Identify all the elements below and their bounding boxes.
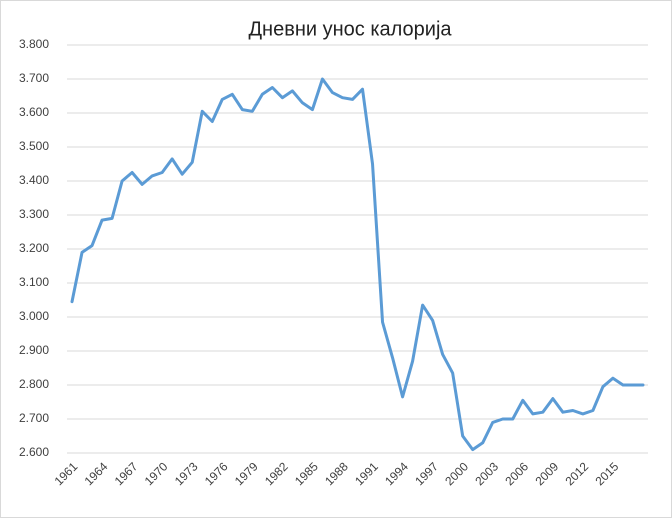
y-tick-label: 3.700	[19, 71, 49, 85]
y-tick-label: 3.800	[19, 37, 49, 51]
y-tick-label: 2.800	[19, 377, 49, 391]
y-tick-label: 2.900	[19, 343, 49, 357]
y-tick-label: 2.700	[19, 411, 49, 425]
y-tick-label: 2.600	[19, 445, 49, 459]
y-tick-label: 3.400	[19, 173, 49, 187]
y-tick-label: 3.300	[19, 207, 49, 221]
data-line	[70, 77, 645, 452]
y-tick-label: 3.500	[19, 139, 49, 153]
y-tick-label: 3.200	[19, 241, 49, 255]
y-tick-label: 3.000	[19, 309, 49, 323]
y-tick-label: 3.100	[19, 275, 49, 289]
chart-title: Дневни унос калорија	[248, 18, 452, 40]
y-tick-label: 3.600	[19, 105, 49, 119]
